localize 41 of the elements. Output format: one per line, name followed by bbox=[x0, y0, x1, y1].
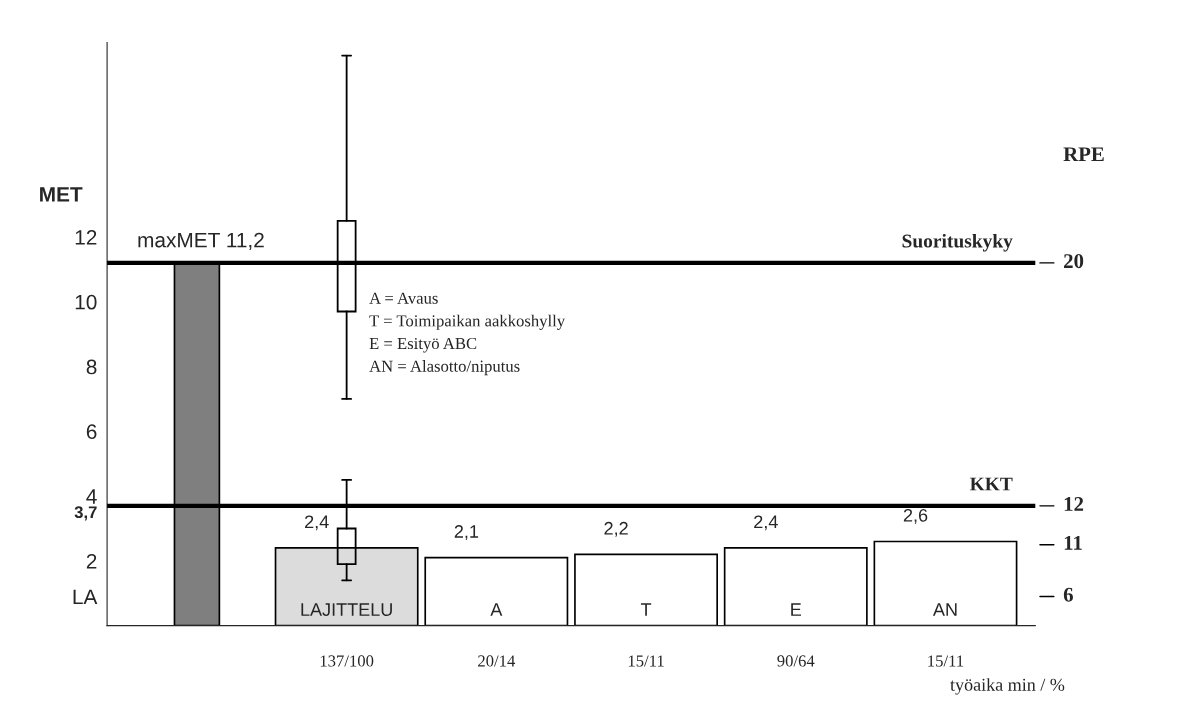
bar bbox=[574, 553, 719, 626]
data-label: 2,2 bbox=[604, 521, 628, 537]
y-tick-label: 4 bbox=[86, 489, 97, 504]
text: RPE bbox=[1063, 147, 1104, 162]
text: 11 bbox=[1064, 535, 1082, 550]
y-tick-label: 2 bbox=[86, 553, 97, 569]
text: 12 bbox=[1064, 497, 1084, 511]
x-tick-label: T bbox=[640, 603, 652, 616]
text: 15/11 bbox=[628, 655, 664, 667]
annotation: E = Esityö ABC bbox=[369, 337, 477, 353]
ref-line-label: KKT bbox=[969, 477, 1013, 491]
ref-line-label: Suorituskyky bbox=[902, 233, 1013, 252]
annotation: maxMET 11,2 bbox=[138, 232, 264, 250]
data-label: 2,6 bbox=[903, 508, 928, 524]
annotation: AN = Alasotto/niputus bbox=[369, 360, 520, 376]
bar bbox=[424, 556, 569, 626]
data-label: 2,1 bbox=[454, 525, 479, 541]
y-axis-title: MET bbox=[40, 187, 83, 202]
text: 20 bbox=[1064, 254, 1084, 269]
y-tick-label: LA bbox=[73, 589, 98, 605]
y-tick-label: 3,7 bbox=[74, 506, 97, 521]
annotation: A = Avaus bbox=[369, 292, 438, 304]
x-tick-label: AN bbox=[932, 603, 957, 616]
y-tick-label: 12 bbox=[75, 230, 97, 245]
data-label: 2,4 bbox=[754, 515, 778, 531]
text: 20/14 bbox=[478, 655, 516, 667]
x-axis-title: työaika min / % bbox=[950, 678, 1065, 695]
x-tick-label: LAJITTELU bbox=[301, 603, 392, 616]
x-tick-label: E bbox=[791, 603, 802, 616]
y-tick-label: 6 bbox=[86, 424, 97, 440]
annotation: T = Toimipaikan aakkoshylly bbox=[369, 314, 566, 330]
bar bbox=[723, 547, 868, 626]
bar bbox=[873, 540, 1018, 626]
text: 6 bbox=[1063, 587, 1073, 602]
x-tick-label: A bbox=[490, 603, 503, 616]
text: 15/11 bbox=[928, 655, 964, 667]
y-tick-label: 8 bbox=[86, 359, 97, 375]
text: 90/64 bbox=[777, 655, 815, 667]
data-label: 2,4 bbox=[305, 515, 329, 531]
y-tick-label: 10 bbox=[75, 294, 97, 310]
text: 137/100 bbox=[320, 655, 374, 667]
